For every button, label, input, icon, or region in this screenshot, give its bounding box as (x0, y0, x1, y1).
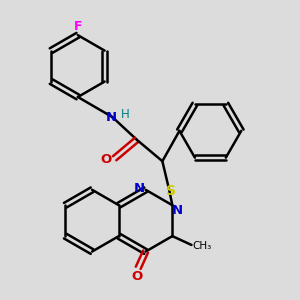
Text: O: O (101, 153, 112, 166)
Text: H: H (121, 108, 130, 121)
Text: O: O (132, 269, 143, 283)
Text: N: N (105, 110, 116, 124)
Text: F: F (74, 20, 82, 33)
Text: S: S (166, 184, 176, 198)
Text: N: N (172, 204, 183, 217)
Text: CH₃: CH₃ (192, 242, 212, 251)
Text: N: N (134, 182, 145, 195)
